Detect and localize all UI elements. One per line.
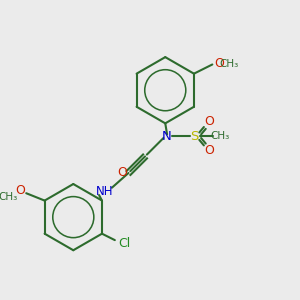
Text: CH₃: CH₃ (0, 192, 17, 202)
Text: Cl: Cl (118, 237, 130, 250)
Text: O: O (15, 184, 25, 197)
Text: NH: NH (96, 185, 113, 198)
Text: CH₃: CH₃ (211, 131, 230, 141)
Text: N: N (162, 130, 172, 143)
Text: O: O (214, 57, 224, 70)
Text: O: O (117, 167, 127, 179)
Text: CH₃: CH₃ (219, 58, 238, 69)
Text: O: O (205, 144, 214, 158)
Text: O: O (205, 115, 214, 128)
Text: S: S (190, 130, 199, 143)
